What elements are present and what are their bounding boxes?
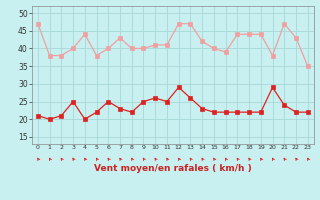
X-axis label: Vent moyen/en rafales ( km/h ): Vent moyen/en rafales ( km/h ) [94, 164, 252, 173]
